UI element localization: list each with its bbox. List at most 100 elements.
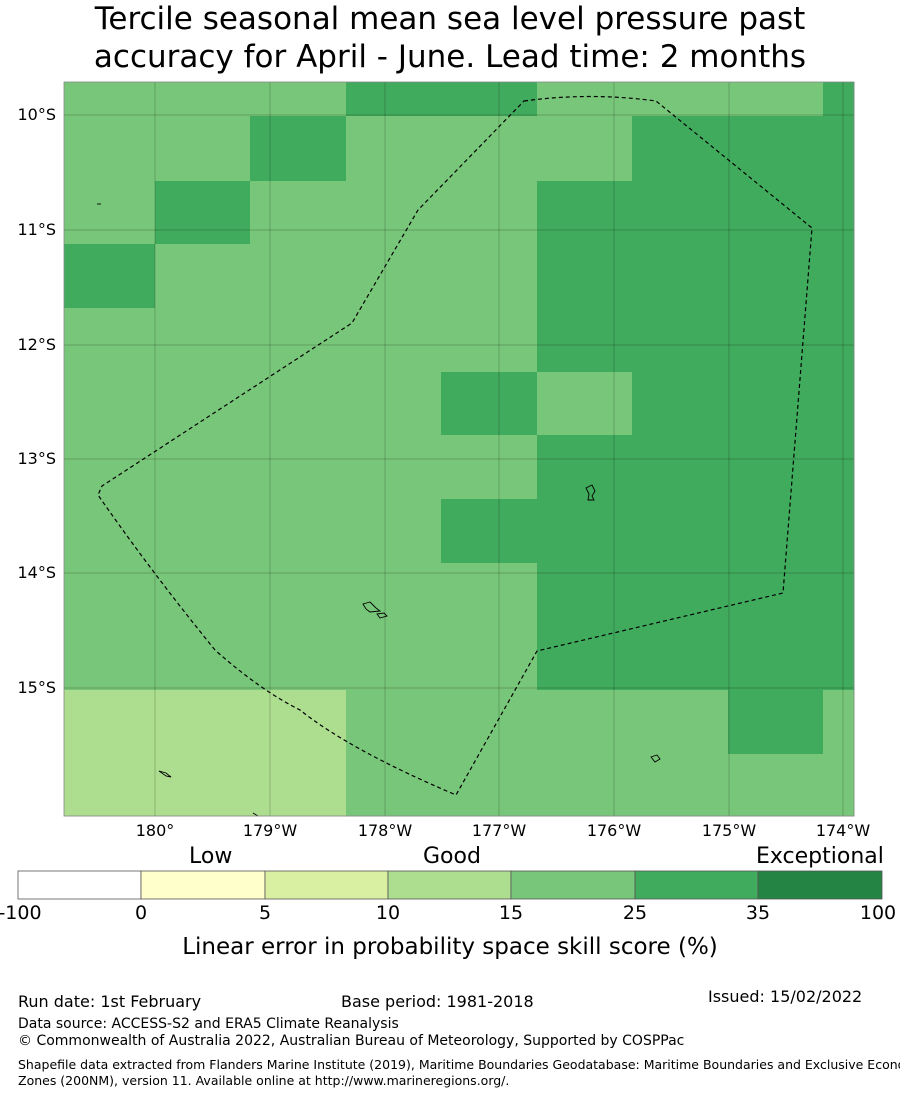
lat-label: 15°S [17, 678, 56, 697]
skill-cell [632, 82, 729, 117]
skill-cell [64, 690, 156, 755]
island-shape [650, 754, 661, 763]
skill-cell [728, 690, 824, 755]
skill-cell [823, 372, 855, 436]
skill-cell [823, 435, 855, 500]
skill-cell [632, 499, 729, 564]
skill-cell [823, 754, 855, 817]
skill-cell [155, 82, 251, 117]
colorbar-cells [17, 870, 883, 900]
colorbar-cell [387, 870, 512, 900]
skill-cell [250, 435, 347, 500]
skill-cell [64, 435, 156, 500]
skill-cell [537, 626, 633, 691]
lon-label: 179°W [242, 821, 298, 840]
lon-label: 180° [135, 821, 175, 840]
skill-cell [250, 626, 347, 691]
skill-cell [537, 372, 633, 436]
skill-cell [155, 308, 251, 373]
colorbar-cell [510, 870, 636, 900]
skill-cell [441, 372, 538, 436]
skill-cell [155, 244, 251, 309]
skill-cell [728, 626, 824, 691]
skill-cell [155, 690, 251, 755]
skill-cell [632, 181, 729, 245]
skill-cell [250, 244, 347, 309]
colorbar [17, 870, 883, 900]
colorbar-cell [17, 870, 142, 900]
island-shape [362, 601, 382, 613]
skill-cell [64, 308, 156, 373]
skill-cell [441, 626, 538, 691]
skill-cell [632, 308, 729, 373]
data-source: Data source: ACCESS-S2 and ERA5 Climate … [18, 1016, 399, 1032]
copyright: © Commonwealth of Australia 2022, Austra… [18, 1033, 685, 1049]
skill-cell [537, 116, 633, 182]
skill-cell [346, 690, 442, 755]
skill-score-map [63, 81, 855, 817]
skill-cell [632, 244, 729, 309]
skill-cell [250, 82, 347, 117]
skill-cell [728, 499, 824, 564]
skill-cell [346, 244, 442, 309]
skill-cell [441, 244, 538, 309]
lon-label: 177°W [471, 821, 527, 840]
issued-date: Issued: 15/02/2022 [708, 987, 863, 1006]
colorbar-tick: 15 [498, 902, 524, 924]
island-shape [376, 612, 388, 619]
island-shape [585, 484, 596, 501]
skill-cell [64, 499, 156, 564]
lat-label: 12°S [17, 335, 56, 354]
map-title-line-1: Tercile seasonal mean sea level pressure… [94, 1, 806, 37]
skill-cell [441, 435, 538, 500]
skill-cell [441, 563, 538, 627]
skill-cell [823, 82, 855, 117]
skill-grid-cells [64, 82, 855, 817]
run-date: Run date: 1st February [18, 992, 202, 1011]
shapefile-credit-line-2: Zones (200NM), version 11. Available onl… [18, 1073, 510, 1088]
shapefile-credit-line-1: Shapefile data extracted from Flanders M… [18, 1057, 900, 1072]
skill-cell [728, 372, 824, 436]
skill-cell [155, 754, 251, 817]
skill-cell [250, 563, 347, 627]
skill-cell [441, 82, 538, 117]
skill-cell [632, 754, 729, 817]
skill-cell [155, 181, 251, 245]
skill-cell [346, 563, 442, 627]
skill-cell [728, 308, 824, 373]
skill-cell [64, 181, 156, 245]
skill-cell [346, 435, 442, 500]
colorbar-tick: 5 [258, 902, 272, 924]
skill-cell [250, 181, 347, 245]
skill-cell [64, 754, 156, 817]
skill-cell [632, 563, 729, 627]
skill-cell [250, 754, 347, 817]
base-period: Base period: 1981-2018 [341, 992, 534, 1011]
island-shape [252, 812, 259, 817]
skill-cell [64, 116, 156, 182]
skill-cell [155, 372, 251, 436]
skill-cell [64, 563, 156, 627]
skill-cell [632, 372, 729, 436]
map-title: Tercile seasonal mean sea level pressure… [0, 0, 900, 76]
skill-cell [346, 626, 442, 691]
skill-cell [250, 690, 347, 755]
skill-cell [155, 435, 251, 500]
lon-label: 176°W [586, 821, 642, 840]
skill-cell [537, 690, 633, 755]
skill-cell [64, 82, 156, 117]
legend-category-low: Low [189, 844, 233, 869]
skill-cell [441, 499, 538, 564]
skill-cell [250, 372, 347, 436]
map-title-line-2: accuracy for April - June. Lead time: 2 … [93, 39, 807, 75]
colorbar-tick: 0 [134, 902, 148, 924]
colorbar-tick: 35 [745, 902, 771, 924]
lon-label: 174°W [815, 821, 871, 840]
skill-cell [823, 116, 855, 182]
lon-label: 175°W [701, 821, 757, 840]
skill-cell [728, 82, 824, 117]
lat-label: 11°S [17, 220, 56, 239]
legend-category-good: Good [423, 844, 481, 869]
skill-cell [441, 690, 538, 755]
skill-cell [537, 563, 633, 627]
